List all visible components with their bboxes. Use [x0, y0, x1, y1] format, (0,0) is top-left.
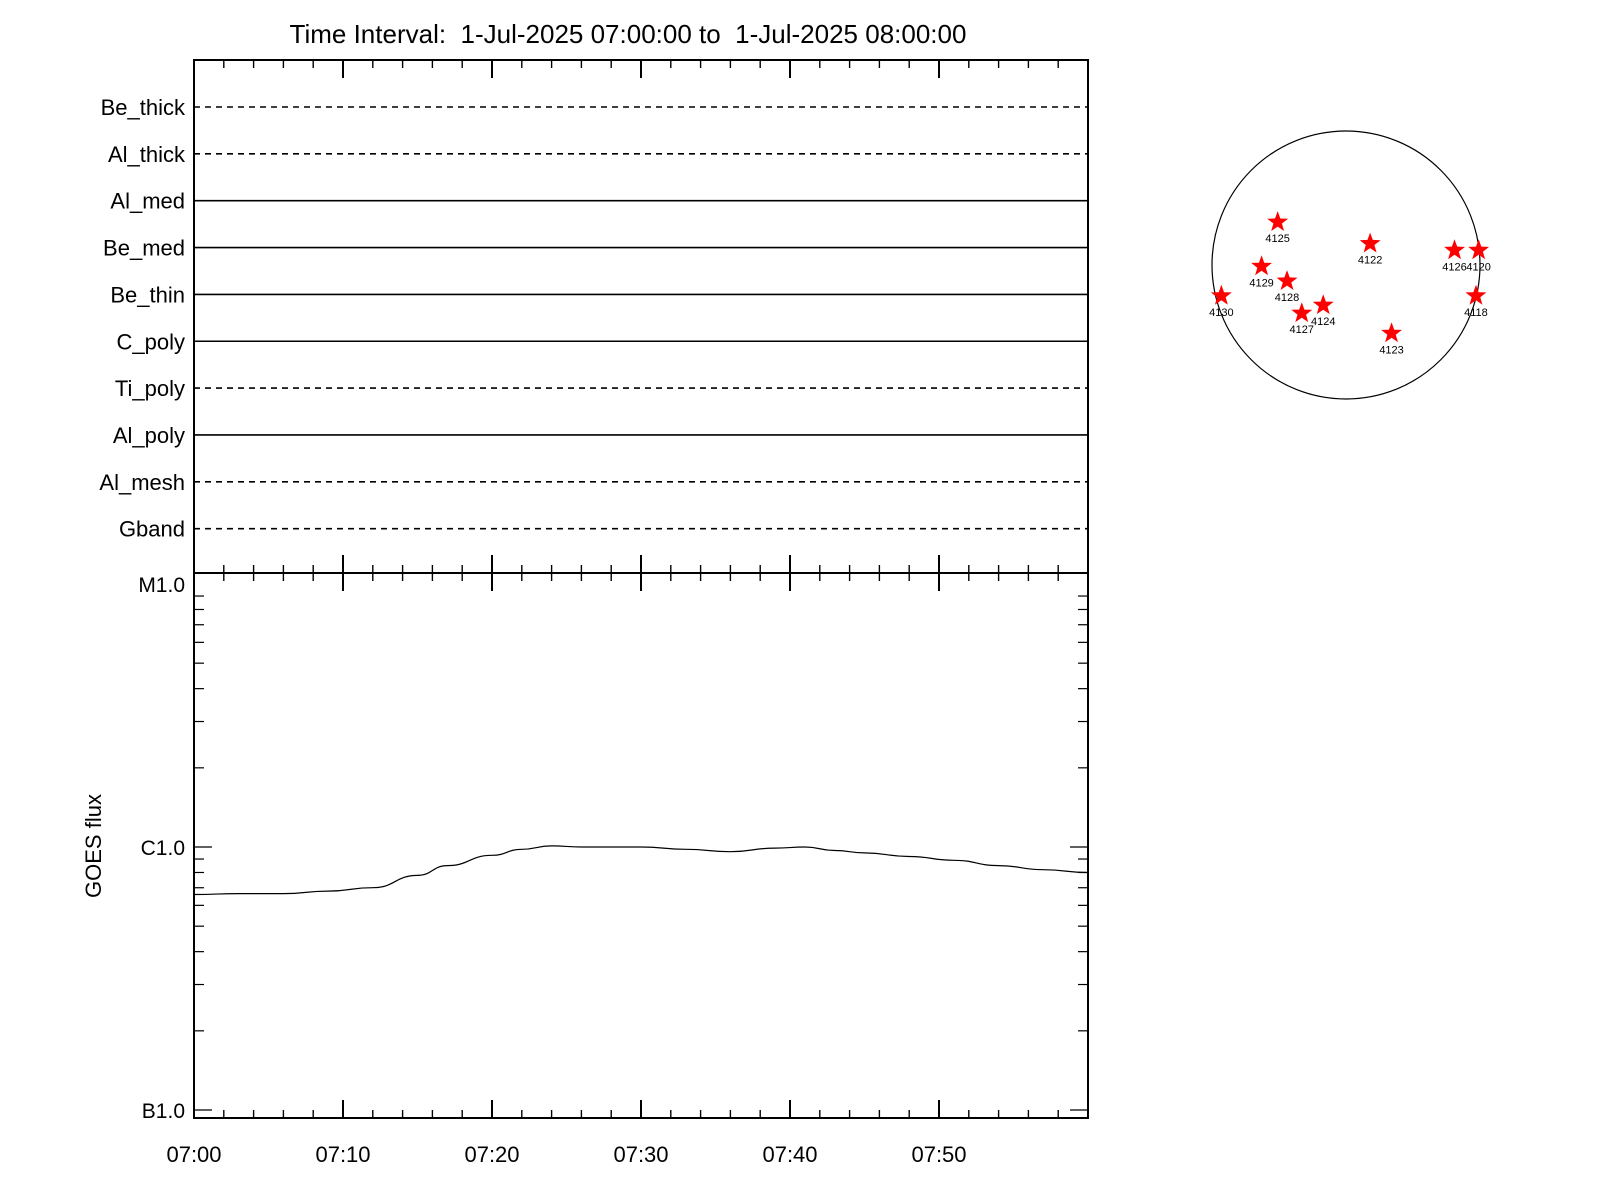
- active-region-label: 4128: [1275, 292, 1299, 304]
- active-region-star: [1210, 284, 1232, 305]
- x-tick-label: 07:00: [166, 1142, 221, 1167]
- active-region-star: [1381, 322, 1402, 343]
- goes-flux-ylabel: GOES flux: [81, 794, 106, 898]
- filter-label: Al_mesh: [99, 470, 185, 495]
- active-region-star: [1359, 232, 1381, 253]
- active-region-label: 4130: [1209, 307, 1233, 319]
- active-region-star: [1468, 239, 1490, 260]
- active-region-label: 4126: [1442, 261, 1466, 273]
- active-region-label: 4124: [1311, 316, 1335, 328]
- filter-label: Gband: [119, 517, 185, 542]
- filter-label: Ti_poly: [115, 376, 185, 401]
- goes-flux-series-line: [193, 845, 1089, 896]
- filter-label: Al_thick: [108, 142, 186, 167]
- goes-flux-panel: M1.0C1.0B1.0 07:00 07:10 07:20 07:30 07:40 07…: [81, 572, 1089, 1167]
- active-region-star: [1267, 211, 1289, 231]
- filter-timeline-frame: [193, 59, 1089, 574]
- x-tick-label: 07:30: [613, 1142, 668, 1167]
- solar-disk-outline: [1211, 130, 1481, 400]
- filter-label: Be_med: [103, 236, 185, 261]
- active-region-label: 4129: [1249, 277, 1273, 289]
- active-region-label: 4125: [1265, 233, 1289, 245]
- filter-label: Be_thick: [101, 95, 186, 120]
- active-region-star: [1291, 302, 1313, 323]
- goes-flux-ytick-labels: M1.0 C1.0 B1.0: [138, 574, 185, 1123]
- chart-title: Time Interval: 1-Jul-2025 07:00:00 to 1-…: [290, 19, 967, 49]
- filter-label: Al_med: [110, 189, 185, 214]
- active-region-star: [1465, 284, 1487, 305]
- active-region-label: 4120: [1466, 261, 1490, 273]
- active-region-star: [1444, 239, 1465, 260]
- active-region-label: 4118: [1464, 307, 1488, 319]
- active-region-label: 4122: [1358, 255, 1382, 267]
- active-region-star: [1251, 255, 1272, 276]
- filter-lines: [194, 106, 1088, 530]
- filter-timeline-ticks: [193, 60, 1089, 573]
- filter-label: Be_thin: [110, 282, 185, 307]
- y-tick-label: M1.0: [138, 574, 185, 597]
- active-region-label: 4127: [1290, 324, 1314, 336]
- goes-flux-ticks: [193, 573, 1089, 1118]
- filter-label: Al_poly: [113, 423, 185, 448]
- goes-flux-frame: [193, 572, 1089, 1119]
- filter-timeline-panel: Be_thick Al_thick Al_med Be_med Be_thin C_pol…: [99, 59, 1089, 574]
- active-region-label: 4123: [1379, 344, 1403, 356]
- y-tick-label: C1.0: [141, 837, 185, 860]
- x-tick-label: 07:40: [762, 1142, 817, 1167]
- y-tick-label: B1.0: [142, 1100, 185, 1123]
- active-region-star: [1312, 294, 1334, 315]
- x-tick-label: 07:50: [911, 1142, 966, 1167]
- x-tick-label: 07:10: [315, 1142, 370, 1167]
- active-region-star: [1276, 270, 1298, 290]
- filter-labels: Be_thick Al_thick Al_med Be_med Be_thin C_pol…: [99, 95, 186, 542]
- filter-label: C_poly: [117, 329, 185, 354]
- x-tick-label: 07:20: [464, 1142, 519, 1167]
- goes-flux-xtick-labels: 07:00 07:10 07:20 07:30 07:40 07:50: [166, 1142, 966, 1167]
